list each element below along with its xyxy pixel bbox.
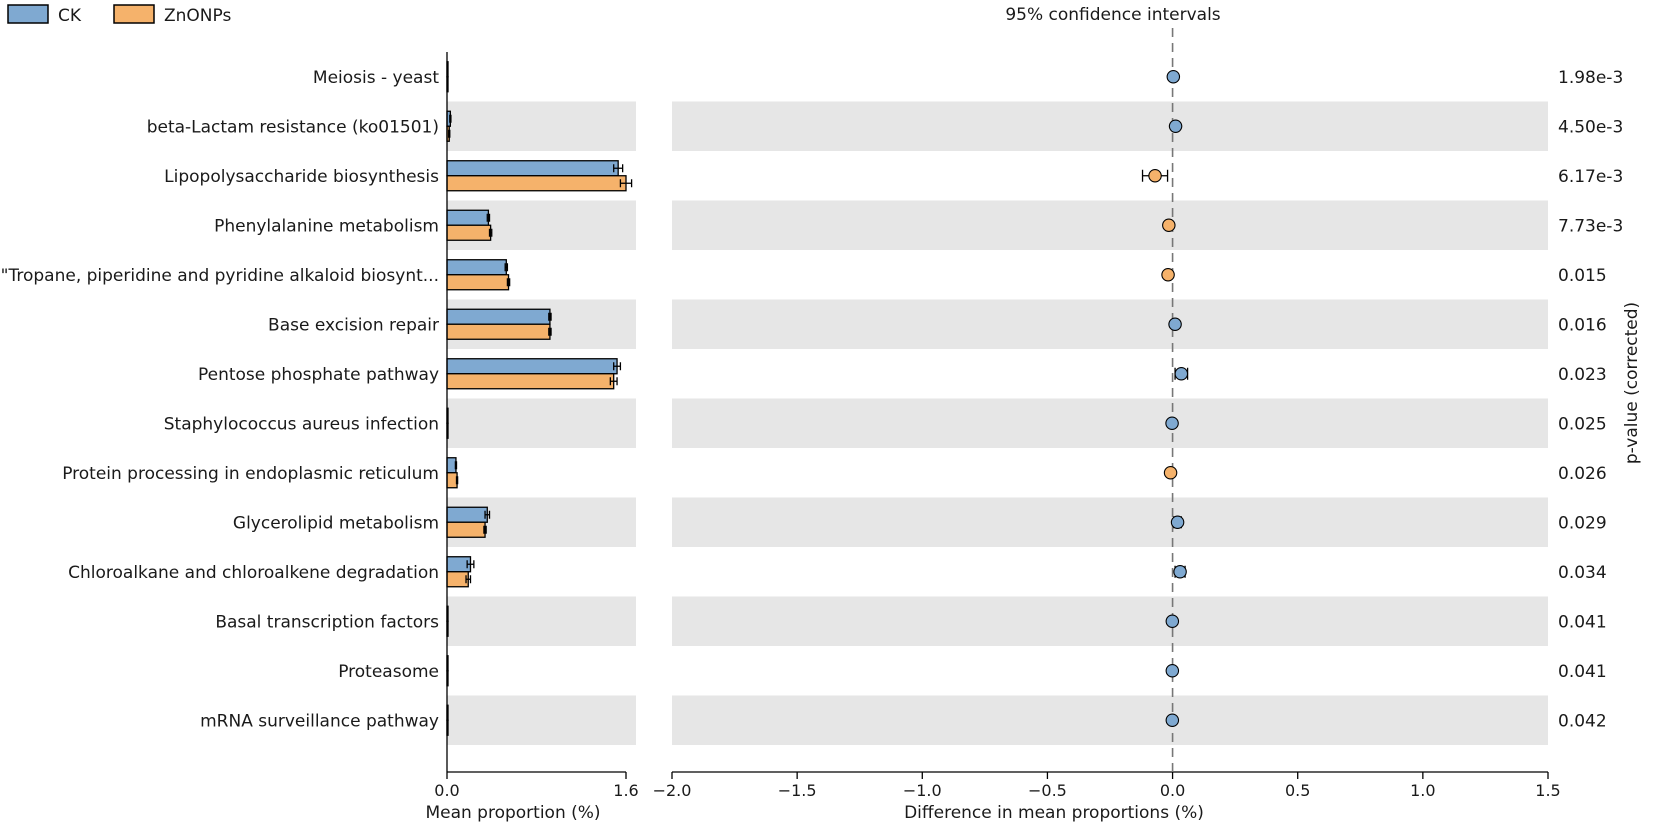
category-label: beta-Lactam resistance (ko01501) (147, 117, 439, 137)
category-label: Chloroalkane and chloroalkene degradatio… (68, 563, 439, 583)
bar-znonps (446, 175, 627, 192)
difference-tick-label: −1.5 (778, 781, 817, 800)
category-label: Protein processing in endoplasmic reticu… (62, 464, 439, 484)
difference-point (1161, 267, 1175, 282)
row-stripe-left (447, 596, 636, 646)
difference-tick-label: −0.5 (1028, 781, 1067, 800)
p-value-label: 0.023 (1558, 365, 1607, 385)
bar-ck (446, 506, 488, 523)
category-label: Phenylalanine metabolism (214, 216, 439, 236)
bar-ck (446, 259, 507, 276)
left-row-stripes (447, 101, 636, 745)
category-label: Proteasome (338, 662, 439, 682)
p-value-label: 1.98e-3 (1558, 68, 1623, 88)
difference-point (1174, 366, 1189, 381)
category-label: Pentose phosphate pathway (198, 365, 439, 385)
row-stripe-right (672, 695, 1548, 745)
p-value-axis-label: p-value (corrected) (1622, 302, 1642, 464)
row-stripe-right (672, 398, 1548, 448)
bar-ck (446, 457, 457, 474)
difference-point (1168, 317, 1182, 331)
difference-point (1163, 465, 1178, 480)
legend: CK ZnONPs (7, 4, 231, 26)
p-value-label: 0.025 (1558, 414, 1607, 434)
row-stripe-right (672, 299, 1548, 349)
bar-znonps (446, 571, 469, 588)
p-value-label: 0.041 (1558, 612, 1607, 632)
difference-point (1173, 564, 1187, 579)
p-value-label: 4.50e-3 (1558, 117, 1623, 137)
difference-tick-label: 0.0 (1160, 781, 1185, 800)
difference-tick-label: 1.0 (1410, 781, 1435, 800)
mean-proportion-tick-label: 1.6 (613, 781, 638, 800)
category-label: Basal transcription factors (215, 612, 439, 632)
p-value-label: 0.026 (1558, 464, 1607, 484)
difference-point (1148, 169, 1162, 183)
difference-point (1170, 515, 1185, 529)
difference-point (1168, 119, 1183, 134)
difference-point (1162, 218, 1176, 233)
mean-proportion-axis-label: Mean proportion (%) (425, 803, 600, 823)
difference-point (1166, 70, 1181, 84)
bar-ck (446, 209, 490, 226)
row-stripe-right (672, 596, 1548, 646)
right-row-stripes (672, 101, 1548, 745)
p-value-label: 7.73e-3 (1558, 216, 1623, 236)
legend-swatch-ck (7, 4, 49, 24)
category-label: Lipopolysaccharide biosynthesis (164, 167, 439, 187)
mean-proportion-tick-label: 0.0 (434, 781, 459, 800)
difference-tick-label: 1.5 (1535, 781, 1560, 800)
difference-tick-label: 0.5 (1285, 781, 1310, 800)
difference-axis: −2.0 −1.5 −1.0 −0.5 0.0 0.5 1.0 1.5 (653, 771, 1561, 800)
legend-swatch-znonps (113, 4, 155, 24)
category-label: Glycerolipid metabolism (233, 513, 439, 533)
difference-point (1165, 713, 1180, 727)
bar-znonps (446, 472, 458, 489)
row-stripe-left (447, 398, 636, 448)
row-stripe-left (447, 101, 636, 151)
row-stripe-right (672, 497, 1548, 547)
category-label: Meiosis - yeast (313, 68, 439, 88)
bar-ck (446, 160, 619, 177)
category-label: mRNA surveillance pathway (200, 711, 439, 731)
bar-znonps (446, 521, 486, 538)
difference-point (1165, 614, 1180, 628)
bar-ck (446, 358, 618, 375)
legend-label-ck: CK (58, 6, 82, 26)
row-stripe-right (672, 200, 1548, 250)
category-labels: Meiosis - yeast beta-Lactam resistance (k… (1, 68, 440, 732)
difference-tick-label: −1.0 (903, 781, 942, 800)
category-label: "Tropane, piperidine and pyridine alkalo… (1, 266, 439, 286)
difference-points (1141, 70, 1189, 727)
p-value-label: 0.041 (1558, 662, 1607, 682)
difference-point (1165, 416, 1179, 430)
p-value-label: 0.015 (1558, 266, 1607, 286)
difference-axis-label: Difference in mean proportions (%) (904, 803, 1204, 823)
bar-znonps (446, 274, 510, 291)
p-value-labels: 1.98e-3 4.50e-3 6.17e-3 7.73e-3 0.015 0.016 0.… (1558, 68, 1623, 732)
difference-point (1165, 663, 1180, 678)
bar-znonps (446, 323, 551, 340)
bar-znonps (446, 373, 615, 390)
mean-proportion-axis: 0.0 1.6 (434, 52, 639, 800)
difference-panel-title: 95% confidence intervals (1005, 5, 1220, 25)
p-value-label: 0.042 (1558, 711, 1607, 731)
p-value-label: 0.034 (1558, 563, 1607, 583)
p-value-label: 6.17e-3 (1558, 167, 1623, 187)
category-label: Base excision repair (268, 315, 439, 335)
p-value-label: 0.016 (1558, 315, 1607, 335)
bar-ck (446, 308, 551, 325)
row-stripe-right (672, 101, 1548, 151)
legend-label-znonps: ZnONPs (164, 6, 231, 26)
category-label: Staphylococcus aureus infection (164, 414, 439, 434)
p-value-label: 0.029 (1558, 513, 1607, 533)
bar-znonps (446, 224, 492, 241)
row-stripe-left (447, 695, 636, 745)
difference-tick-label: −2.0 (653, 781, 692, 800)
